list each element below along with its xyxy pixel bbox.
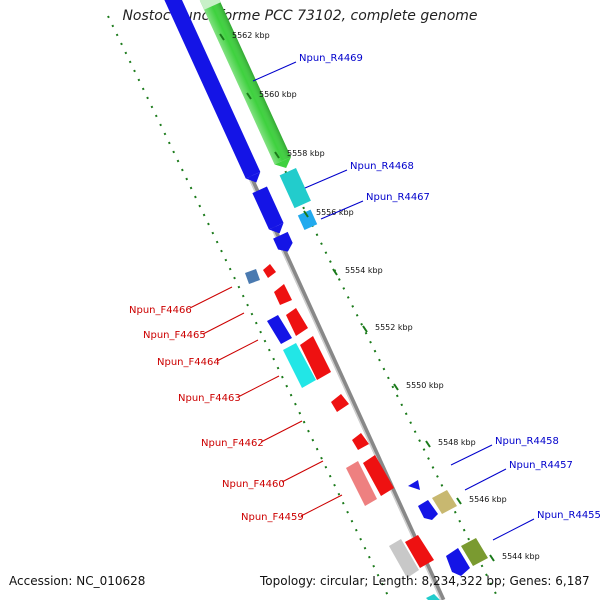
leader-line-forward (202, 312, 245, 335)
ruler-tick-label: 5554 kbp (345, 266, 383, 275)
gene-label-npun-r4468[interactable]: Npun_R4468 (350, 161, 414, 172)
ruler-tick-label: 5550 kbp (406, 381, 444, 390)
ruler-tick-mark (303, 210, 309, 218)
gene-feature-red[interactable] (405, 535, 434, 568)
gene-label-npun-r4455[interactable]: Npun_R4455 (537, 510, 600, 521)
leader-line-reverse (492, 518, 535, 541)
topology-summary: Topology: circular; Length: 8,234,322 bp… (260, 574, 590, 588)
gene-feature-red[interactable] (300, 336, 331, 380)
ruler-tick-label: 5548 kbp (438, 438, 476, 447)
gene-label-npun-r4457[interactable]: Npun_R4457 (509, 460, 573, 471)
ruler-tick-mark (489, 554, 495, 562)
ruler-tick-label: 5544 kbp (502, 552, 540, 561)
leader-line-forward (237, 375, 280, 398)
gene-labels: Npun_R4469 Npun_R4468 Npun_R4467 Npun_R4458… (129, 53, 600, 523)
leader-line-reverse (252, 61, 297, 82)
ruler-tick-label: 5562 kbp (232, 31, 270, 40)
gene-feature-blue[interactable] (252, 186, 284, 230)
gene-label-npun-f4462[interactable]: Npun_F4462 (201, 438, 264, 449)
gene-feature-steelblue[interactable] (245, 269, 260, 284)
gene-feature-blue[interactable] (446, 548, 470, 576)
gene-feature-red[interactable] (363, 455, 394, 496)
leader-line-forward (189, 286, 233, 309)
gene-feature-skyblue[interactable] (297, 209, 318, 231)
leader-line-reverse (320, 200, 364, 220)
gene-feature-green-shade (199, 0, 292, 165)
gene-feature-blue-arrow[interactable] (245, 171, 264, 186)
ruler-track-left (107, 15, 391, 600)
ruler-tick-mark (393, 383, 399, 391)
gene-feature-blue[interactable] (418, 500, 438, 520)
ruler-tick-label: 5560 kbp (259, 90, 297, 99)
leader-line-reverse (464, 468, 507, 491)
gene-feature-red[interactable] (274, 284, 292, 305)
gene-feature-red[interactable] (263, 264, 276, 278)
label-leader-lines (189, 61, 535, 541)
leader-line-reverse (450, 444, 493, 466)
ruler-tick-label: 5556 kbp (316, 208, 354, 217)
ruler-tick-mark (274, 151, 280, 159)
leader-line-forward (281, 460, 324, 483)
gene-label-npun-f4459[interactable]: Npun_F4459 (241, 512, 304, 523)
ruler-tick-mark (362, 325, 368, 333)
scale-ticks: 5562 kbp 5560 kbp 5558 kbp 5556 kbp 5554 kbp… (219, 31, 540, 562)
leader-line-forward (300, 494, 343, 517)
gene-label-npun-f4460[interactable]: Npun_F4460 (222, 479, 285, 490)
accession-text: Accession: NC_010628 (9, 574, 146, 588)
gene-feature-red[interactable] (331, 394, 349, 412)
gene-feature-olive[interactable] (461, 538, 488, 566)
ruler-tick-label: 5558 kbp (287, 149, 325, 158)
gene-feature-salmon[interactable] (346, 461, 377, 506)
gene-feature-cyan[interactable] (279, 167, 311, 209)
gene-feature-gray[interactable] (389, 539, 419, 578)
gene-feature-blue-arrow[interactable] (268, 222, 287, 237)
ruler-tick-label: 5546 kbp (469, 495, 507, 504)
gene-label-npun-f4465[interactable]: Npun_F4465 (143, 330, 206, 341)
gene-label-npun-f4466[interactable]: Npun_F4466 (129, 305, 192, 316)
ruler-tick-mark (456, 497, 462, 505)
reverse-strand-track (159, 0, 318, 255)
ruler-tick-mark (246, 92, 252, 100)
forward-strand-track (245, 264, 440, 600)
gene-feature-blue-small[interactable] (408, 480, 420, 490)
gene-feature-teal[interactable] (426, 594, 440, 600)
ruler-tick-label: 5552 kbp (375, 323, 413, 332)
gene-label-npun-r4469[interactable]: Npun_R4469 (299, 53, 363, 64)
leader-line-reverse (304, 169, 348, 189)
gene-label-npun-r4458[interactable]: Npun_R4458 (495, 436, 559, 447)
ruler-tick-mark (332, 268, 338, 276)
gene-feature-blue[interactable] (159, 0, 261, 179)
leader-line-forward (260, 420, 303, 443)
gene-feature-lightgreen[interactable] (197, 0, 221, 10)
gene-feature-blue-small[interactable] (273, 231, 295, 255)
reverse-strand-track-lower (408, 480, 488, 576)
ruler-tick-mark (425, 440, 431, 448)
gene-feature-red[interactable] (286, 308, 308, 336)
gene-feature-red[interactable] (352, 433, 369, 450)
leader-line-forward (216, 339, 259, 362)
gene-feature-green-arrow[interactable] (274, 157, 295, 172)
gene-label-npun-f4463[interactable]: Npun_F4463 (178, 393, 241, 404)
gene-feature-khaki[interactable] (432, 490, 457, 514)
gene-feature-blue-fwd[interactable] (267, 315, 292, 344)
ruler-tick-mark (219, 33, 225, 41)
gene-feature-cyan-fwd[interactable] (283, 343, 316, 388)
gene-label-npun-f4464[interactable]: Npun_F4464 (157, 357, 220, 368)
gene-label-npun-r4467[interactable]: Npun_R4467 (366, 192, 430, 203)
